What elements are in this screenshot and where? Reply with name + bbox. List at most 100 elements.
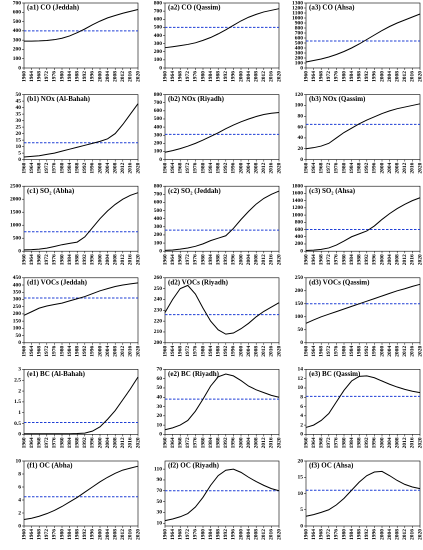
x-tick-label: 1992 bbox=[82, 162, 88, 173]
y-tick-label: 100 bbox=[154, 240, 163, 246]
x-tick-label: 2004 bbox=[246, 346, 252, 357]
plot-frame bbox=[305, 94, 421, 160]
plot-frame bbox=[305, 369, 421, 435]
x-tick-label: 1968 bbox=[177, 162, 183, 173]
y-tick-label: 100 bbox=[295, 103, 304, 109]
x-tick-label: 2008 bbox=[394, 437, 400, 448]
y-tick-label: 10 bbox=[157, 422, 163, 428]
x-tick-label: 2004 bbox=[387, 529, 393, 540]
x-tick-label: 1988 bbox=[356, 162, 362, 173]
y-tick-label: 100 bbox=[295, 60, 304, 66]
x-tick-label: 1964 bbox=[29, 346, 35, 357]
x-tick-label: 1992 bbox=[223, 529, 229, 540]
x-tick-label: 1964 bbox=[170, 437, 176, 448]
plot-frame bbox=[305, 277, 421, 344]
x-tick-label: 1964 bbox=[170, 529, 176, 540]
x-tick-label: 1980 bbox=[341, 529, 347, 540]
y-tick-label: 1 bbox=[18, 410, 21, 416]
x-tick-label: 2008 bbox=[394, 346, 400, 357]
x-tick-label: 2000 bbox=[97, 71, 103, 82]
y-tick-label: 60 bbox=[157, 376, 163, 382]
y-tick-label: 600 bbox=[295, 35, 304, 41]
x-tick-label: 2016 bbox=[410, 437, 416, 448]
x-tick-label: 1992 bbox=[223, 71, 229, 82]
x-tick-label: 1976 bbox=[193, 346, 199, 357]
x-tick-label: 2004 bbox=[387, 437, 393, 448]
y-tick-label: 40 bbox=[16, 105, 22, 111]
x-tick-label: 1996 bbox=[90, 254, 96, 265]
x-tick-label: 1960 bbox=[162, 254, 168, 265]
x-tick-label: 2020 bbox=[135, 71, 141, 82]
chart-title: (a2) CO (Qassim) bbox=[168, 4, 221, 12]
x-tick-label: 1968 bbox=[177, 346, 183, 357]
plot-frame bbox=[23, 185, 139, 252]
x-tick-label: 1996 bbox=[90, 71, 96, 82]
x-tick-label: 1984 bbox=[67, 437, 73, 448]
x-tick-label: 2008 bbox=[253, 529, 259, 540]
x-tick-label: 1984 bbox=[349, 162, 355, 173]
x-tick-label: 2012 bbox=[402, 254, 408, 265]
y-tick-label: 500 bbox=[295, 40, 304, 46]
x-tick-label: 2008 bbox=[253, 346, 259, 357]
x-tick-label: 1980 bbox=[200, 71, 206, 82]
x-tick-label: 2000 bbox=[238, 162, 244, 173]
x-tick-label: 1960 bbox=[303, 437, 309, 448]
y-tick-label: 2000 bbox=[10, 196, 21, 202]
x-tick-label: 1992 bbox=[82, 529, 88, 540]
x-tick-label: 2000 bbox=[238, 71, 244, 82]
x-tick-label: 1972 bbox=[44, 437, 50, 448]
data-line bbox=[164, 190, 280, 251]
data-line bbox=[24, 9, 139, 42]
y-tick-label: 800 bbox=[295, 220, 304, 226]
x-tick-label: 1988 bbox=[356, 437, 362, 448]
x-tick-label: 2008 bbox=[112, 529, 118, 540]
x-tick-label: 1996 bbox=[231, 162, 237, 173]
chart-title: (f1) OC (Abha) bbox=[27, 462, 73, 470]
y-tick-label: 200 bbox=[154, 49, 163, 55]
x-tick-label: 1996 bbox=[231, 346, 237, 357]
x-tick-label: 1976 bbox=[52, 162, 58, 173]
x-tick-label: 1980 bbox=[341, 71, 347, 82]
y-tick-label: 200 bbox=[13, 311, 22, 317]
y-tick-label: 2.5 bbox=[14, 377, 21, 383]
x-tick-label: 1972 bbox=[326, 254, 332, 265]
x-tick-label: 1960 bbox=[21, 346, 27, 357]
x-tick-label: 2004 bbox=[105, 254, 111, 265]
x-tick-label: 2020 bbox=[135, 162, 141, 173]
x-tick-label: 1972 bbox=[326, 437, 332, 448]
y-tick-label: 2 bbox=[18, 388, 21, 394]
plot-frame bbox=[305, 2, 421, 69]
x-tick-label: 1980 bbox=[200, 437, 206, 448]
y-tick-label: 0 bbox=[159, 157, 162, 163]
x-tick-label: 1976 bbox=[52, 71, 58, 82]
x-tick-label: 2016 bbox=[128, 346, 134, 357]
x-tick-label: 1964 bbox=[311, 346, 317, 357]
y-tick-label: 900 bbox=[295, 20, 304, 26]
x-tick-label: 1996 bbox=[372, 254, 378, 265]
y-tick-label: 600 bbox=[295, 227, 304, 233]
x-tick-label: 1964 bbox=[29, 162, 35, 173]
data-line bbox=[164, 8, 280, 49]
y-tick-label: 8 bbox=[18, 471, 21, 477]
data-line bbox=[164, 373, 280, 431]
x-tick-label: 2000 bbox=[379, 71, 385, 82]
y-tick-label: 260 bbox=[154, 275, 163, 281]
x-tick-label: 2008 bbox=[394, 529, 400, 540]
y-tick-label: 200 bbox=[154, 340, 163, 346]
y-tick-label: 15 bbox=[16, 137, 22, 143]
x-tick-label: 1988 bbox=[356, 529, 362, 540]
x-tick-label: 2004 bbox=[105, 71, 111, 82]
x-tick-label: 2000 bbox=[238, 254, 244, 265]
data-line bbox=[164, 284, 280, 335]
x-tick-label: 1976 bbox=[334, 529, 340, 540]
y-tick-label: 600 bbox=[154, 17, 163, 23]
x-tick-label: 1980 bbox=[341, 437, 347, 448]
x-tick-label: 1984 bbox=[208, 71, 214, 82]
x-tick-label: 2020 bbox=[135, 437, 141, 448]
x-tick-label: 1960 bbox=[162, 346, 168, 357]
x-tick-label: 1988 bbox=[74, 346, 80, 357]
x-tick-label: 1980 bbox=[200, 529, 206, 540]
x-tick-label: 1964 bbox=[29, 529, 35, 540]
x-tick-label: 2016 bbox=[269, 346, 275, 357]
x-tick-label: 1996 bbox=[231, 437, 237, 448]
